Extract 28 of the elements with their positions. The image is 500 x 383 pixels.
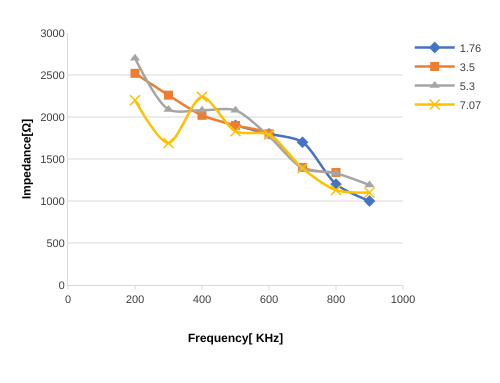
legend-label: 5.3	[460, 80, 475, 93]
point	[162, 137, 174, 149]
legend-label: 3.5	[460, 62, 475, 74]
point	[196, 91, 208, 103]
x-axis-title: Frequency[ KHz]	[188, 331, 284, 346]
point	[364, 186, 376, 198]
x-tick-label: 600	[260, 294, 278, 306]
y-tick-label: 2500	[40, 70, 65, 82]
x-tick-label: 800	[326, 294, 346, 306]
y-axis-title: Impedance[Ω]	[20, 118, 34, 200]
point	[129, 94, 141, 106]
point	[130, 68, 140, 78]
y-tick-label: 1500	[40, 154, 65, 166]
point	[230, 126, 242, 138]
point	[296, 136, 308, 148]
point	[364, 195, 376, 207]
y-tick-label: 3000	[40, 28, 65, 40]
y-tick-label: 0	[58, 280, 65, 292]
y-tick-label: 1000	[40, 196, 65, 208]
point	[330, 184, 342, 196]
y-tick-label: 2000	[40, 112, 65, 124]
x-tick-label: 400	[192, 294, 212, 306]
x-tick-label: 200	[126, 294, 144, 306]
legend-label: 7.07	[460, 100, 482, 112]
y-tick-label: 500	[46, 238, 65, 250]
point	[164, 90, 173, 100]
x-tick-label: 1000	[390, 294, 416, 306]
legend-label: 1.76	[460, 42, 482, 55]
